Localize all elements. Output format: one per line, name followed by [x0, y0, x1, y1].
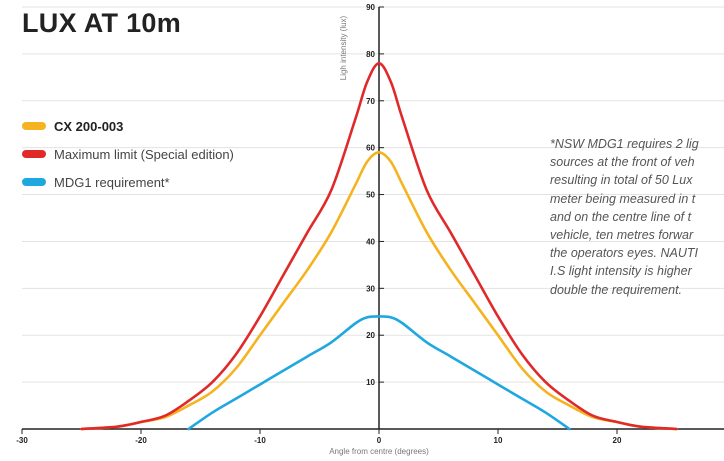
y-tick-label-20: 20 — [366, 331, 375, 340]
y-tick-label-40: 40 — [366, 237, 375, 246]
footnote-text: *NSW MDG1 requires 2 lig sources at the … — [550, 137, 699, 297]
y-tick-label-50: 50 — [366, 191, 375, 200]
legend-label-mdg1: MDG1 requirement* — [54, 174, 170, 190]
legend-swatch-cx200 — [22, 122, 46, 130]
y-tick-label-30: 30 — [366, 284, 375, 293]
x-axis-label: Angle from centre (degrees) — [329, 447, 429, 456]
x-tick-label--10: -10 — [254, 436, 266, 445]
y-tick-label-80: 80 — [366, 50, 375, 59]
legend-item-cx200: CX 200-003 — [22, 112, 234, 140]
chart-title: LUX AT 10m — [22, 8, 182, 38]
x-tick-label-20: 20 — [613, 436, 622, 445]
y-tick-label-90: 90 — [366, 3, 375, 12]
legend-swatch-mdg1 — [22, 178, 46, 186]
legend: CX 200-003 Maximum limit (Special editio… — [22, 112, 234, 196]
x-tick-label-0: 0 — [377, 436, 382, 445]
y-tick-label-70: 70 — [366, 97, 375, 106]
legend-item-mdg1: MDG1 requirement* — [22, 168, 234, 196]
y-axis-label: Ligh intensity (lux) — [339, 15, 348, 80]
legend-swatch-maximum-limit — [22, 150, 46, 158]
y-tick-label-10: 10 — [366, 378, 375, 387]
series-line-cx200 — [80, 151, 678, 431]
y-tick-label-60: 60 — [366, 144, 375, 153]
legend-label-cx200: CX 200-003 — [54, 118, 124, 134]
legend-item-maximum-limit: Maximum limit (Special edition) — [22, 140, 234, 168]
legend-label-maximum-limit: Maximum limit (Special edition) — [54, 146, 234, 162]
series-line-mdg1 — [187, 315, 571, 431]
x-tick-label-10: 10 — [494, 436, 503, 445]
series-line-maximum-limit — [80, 61, 678, 431]
x-tick-label--30: -30 — [16, 436, 28, 445]
x-tick-label--20: -20 — [135, 436, 147, 445]
